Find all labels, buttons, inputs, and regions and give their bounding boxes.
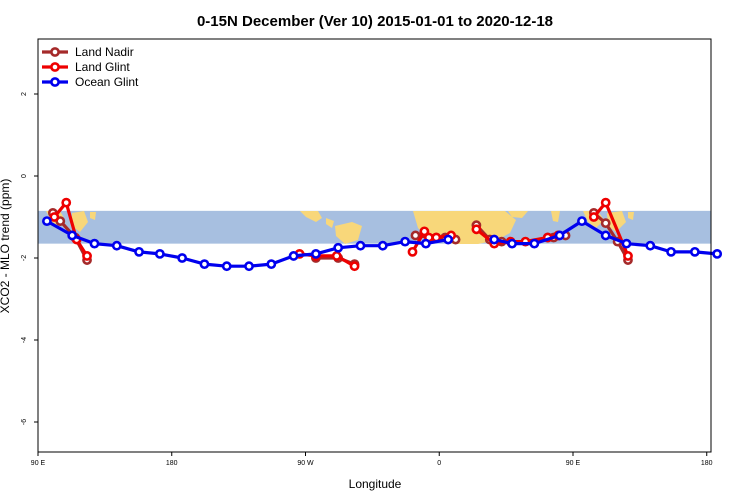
data-point (377, 240, 388, 251)
data-point (154, 248, 165, 259)
data-point (471, 224, 482, 235)
data-point (89, 238, 100, 249)
land-shape (326, 218, 334, 228)
data-point (67, 230, 78, 241)
land-shape (335, 222, 362, 244)
data-point (588, 212, 599, 222)
data-point (177, 253, 188, 263)
land-shape (508, 211, 528, 218)
legend-item: Land Nadir (42, 45, 134, 59)
y-tick-label: -6 (21, 419, 28, 425)
x-tick-label: 0 (437, 460, 441, 467)
land-shape (628, 212, 634, 220)
data-point (666, 246, 676, 257)
data-point (331, 251, 342, 261)
data-point (288, 251, 299, 261)
data-point (420, 238, 431, 249)
data-point (221, 261, 232, 272)
land-shape (72, 211, 88, 232)
data-point (554, 230, 565, 241)
y-tick-label: 2 (21, 92, 28, 96)
data-point (489, 234, 500, 245)
legend-label: Ocean Glint (75, 75, 139, 89)
x-tick-label: 90 W (297, 460, 314, 467)
data-point (266, 259, 277, 270)
y-tick-label: -4 (21, 337, 28, 343)
data-point (600, 197, 611, 208)
legend-item: Land Glint (42, 60, 130, 74)
data-point (507, 238, 517, 249)
data-point (199, 259, 210, 270)
data-point (645, 240, 656, 251)
chart-title: 0-15N December (Ver 10) 2015-01-01 to 20… (197, 13, 553, 30)
data-point (82, 251, 92, 261)
land-shape (90, 212, 96, 220)
data-point (42, 216, 52, 226)
data-point (400, 236, 410, 247)
data-point (349, 261, 360, 272)
x-axis-label: Longitude (349, 477, 402, 491)
y-axis-label: XCO2 - MLO trend (ppm) (0, 179, 12, 314)
data-point (443, 234, 454, 245)
data-point (134, 246, 144, 257)
data-point (61, 197, 72, 208)
data-point (407, 246, 418, 257)
data-point (333, 242, 344, 253)
series-line (592, 211, 630, 261)
data-point (244, 261, 254, 272)
data-point (419, 226, 430, 237)
series-line (53, 201, 89, 257)
plot-frame (37, 38, 712, 453)
data-point (621, 238, 632, 249)
y-tick-label: 0 (21, 174, 28, 178)
data-point (600, 218, 611, 229)
data-point (689, 246, 700, 257)
legend-label: Land Glint (75, 60, 130, 74)
x-tick-label: 180 (701, 460, 713, 467)
legend-item: Ocean Glint (42, 75, 139, 89)
land-shape (551, 211, 560, 222)
series-layer (42, 197, 723, 272)
data-point (529, 238, 540, 249)
legend-marker (50, 62, 60, 72)
x-tick-label: 90 E (31, 460, 46, 467)
data-point (311, 248, 321, 259)
data-point (712, 248, 723, 259)
legend-marker (50, 47, 60, 57)
data-point (577, 216, 587, 226)
data-point (49, 212, 60, 222)
series-ocean-glint (42, 216, 723, 272)
x-axis: 90 E 180 90 W 0 90 E 180 (31, 452, 713, 467)
y-axis: 2 0 -2 -4 -6 (21, 92, 38, 425)
data-point (600, 230, 611, 241)
y-tick-label: -2 (21, 255, 28, 261)
legend-label: Land Nadir (75, 45, 134, 59)
data-point (355, 240, 366, 251)
x-tick-label: 90 E (566, 460, 581, 467)
x-tick-label: 180 (166, 460, 178, 467)
legend-marker (50, 77, 60, 87)
land-shape (300, 211, 322, 222)
data-point (111, 240, 122, 251)
data-point (410, 230, 421, 241)
data-point (623, 251, 633, 261)
